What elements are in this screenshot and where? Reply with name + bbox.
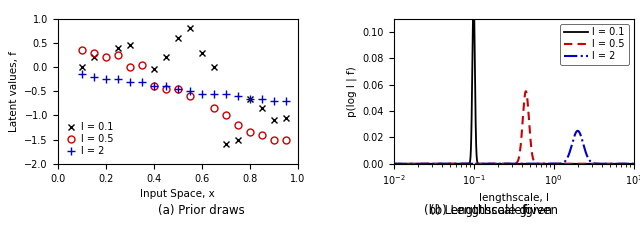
X-axis label: Input Space, x: Input Space, x [140, 189, 215, 199]
X-axis label: lengthscale, l: lengthscale, l [479, 193, 548, 203]
Text: f: f [522, 204, 527, 217]
Text: (a) Prior draws: (a) Prior draws [158, 204, 245, 217]
Y-axis label: Latent values, f: Latent values, f [9, 51, 19, 132]
Legend: l = 0.1, l = 0.5, l = 2: l = 0.1, l = 0.5, l = 2 [560, 24, 628, 65]
Legend: l = 0.1, l = 0.5, l = 2: l = 0.1, l = 0.5, l = 2 [63, 119, 116, 159]
Y-axis label: p(log l | f): p(log l | f) [346, 66, 357, 117]
Text: (b) Lengthscale given: (b) Lengthscale given [430, 204, 562, 217]
Text: (b) Lengthscale given: (b) Lengthscale given [424, 204, 556, 217]
